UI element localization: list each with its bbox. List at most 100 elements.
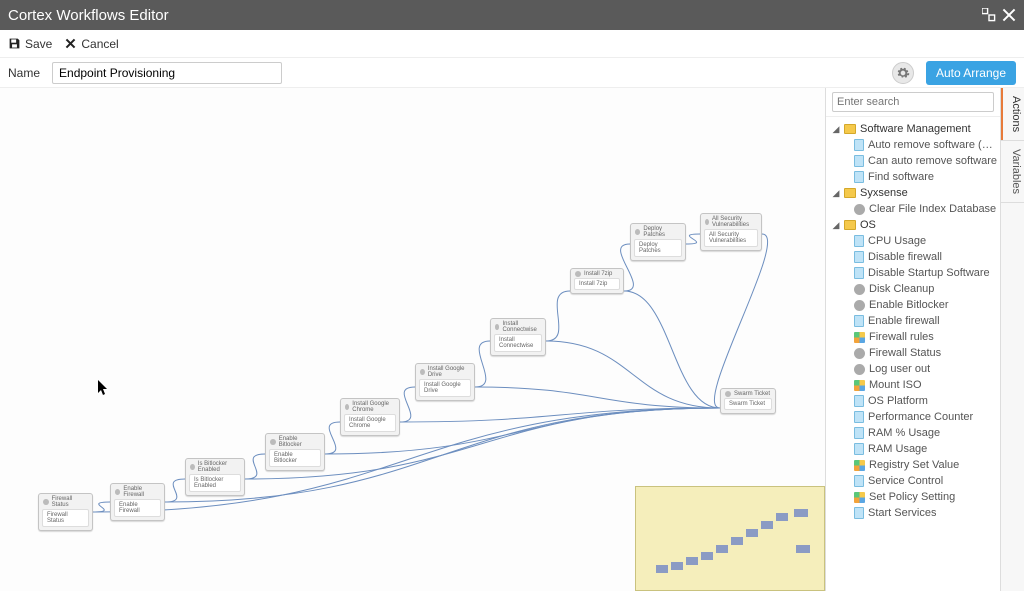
save-icon — [8, 37, 21, 50]
tree-item[interactable]: Firewall rules — [826, 329, 1000, 345]
workflow-node[interactable]: Swarm TicketSwarm Ticket — [720, 388, 776, 414]
workflow-edge — [400, 408, 720, 422]
workflow-edge — [93, 502, 110, 512]
page-icon — [854, 443, 864, 455]
save-button[interactable]: Save — [8, 37, 52, 51]
tree-item-label: Disable Startup Software — [868, 267, 990, 279]
tree-item-label: RAM Usage — [868, 443, 927, 455]
node-body: Install Google Drive — [419, 379, 471, 397]
page-icon — [854, 235, 864, 247]
minimap-node — [731, 537, 743, 545]
minimap-node — [671, 562, 683, 570]
node-icon — [345, 404, 349, 410]
workflow-node[interactable]: Install 7zipInstall 7zip — [570, 268, 624, 294]
cancel-button[interactable]: Cancel — [64, 37, 118, 51]
cursor-icon — [98, 380, 110, 396]
workflow-node[interactable]: Enable BitlockerEnable Bitlocker — [265, 433, 325, 471]
tree-item[interactable]: Mount ISO — [826, 377, 1000, 393]
auto-arrange-button[interactable]: Auto Arrange — [926, 61, 1016, 85]
tree-item[interactable]: Service Control — [826, 473, 1000, 489]
workflow-node[interactable]: Install ConnectwiseInstall Connectwise — [490, 318, 546, 356]
tree-item[interactable]: RAM Usage — [826, 441, 1000, 457]
page-icon — [854, 267, 864, 279]
workflow-node[interactable]: Enable FirewallEnable Firewall — [110, 483, 165, 521]
workflow-edge — [475, 387, 720, 408]
workflow-node[interactable]: Install Google ChromeInstall Google Chro… — [340, 398, 400, 436]
workflow-canvas[interactable]: Firewall StatusFirewall Status Enable Fir… — [0, 88, 825, 591]
tree-item[interactable]: Find software — [826, 169, 1000, 185]
node-icon — [270, 439, 276, 445]
node-title: Deploy Patches — [643, 226, 681, 238]
minimap[interactable] — [635, 486, 825, 591]
tree-item-label: Clear File Index Database — [869, 203, 996, 215]
window-close-icon[interactable] — [1002, 8, 1016, 22]
tree-item-label: Set Policy Setting — [869, 491, 955, 503]
tab-variables[interactable]: Variables — [1001, 141, 1024, 203]
tree-item-label: Service Control — [868, 475, 943, 487]
workflow-node[interactable]: Firewall StatusFirewall Status — [38, 493, 93, 531]
node-body: Install 7zip — [574, 278, 620, 290]
caret-icon: ◢ — [832, 220, 840, 231]
tree-item-label: Performance Counter — [868, 411, 973, 423]
tree-folder[interactable]: ◢OS — [826, 217, 1000, 233]
tree-item[interactable]: Enable firewall — [826, 313, 1000, 329]
tree-item-label: Disable firewall — [868, 251, 942, 263]
tree-folder[interactable]: ◢Software Management — [826, 121, 1000, 137]
minimap-node — [794, 509, 808, 517]
tree-item[interactable]: RAM % Usage — [826, 425, 1000, 441]
tree-item[interactable]: Log user out — [826, 361, 1000, 377]
workflow-node[interactable]: Is Bitlocker EnabledIs Bitlocker Enabled — [185, 458, 245, 496]
page-icon — [854, 507, 864, 519]
tree-item[interactable]: Start Services — [826, 505, 1000, 521]
tree-item[interactable]: Clear File Index Database — [826, 201, 1000, 217]
node-title: Install Google Chrome — [352, 401, 395, 413]
workflow-edge — [400, 387, 415, 422]
tree-item[interactable]: Firewall Status — [826, 345, 1000, 361]
node-icon — [705, 219, 709, 225]
workflow-edge — [686, 234, 700, 244]
tree-item[interactable]: Set Policy Setting — [826, 489, 1000, 505]
node-body: Swarm Ticket — [724, 398, 772, 410]
window-maximize-icon[interactable] — [982, 8, 996, 22]
page-icon — [854, 427, 864, 439]
workflow-node[interactable]: Install Google DriveInstall Google Drive — [415, 363, 475, 401]
tree-item[interactable]: Disk Cleanup — [826, 281, 1000, 297]
node-title: Install Connectwise — [502, 321, 541, 333]
workflow-node[interactable]: Deploy PatchesDeploy Patches — [630, 223, 686, 261]
name-label: Name — [8, 66, 40, 80]
tab-actions[interactable]: Actions — [1001, 88, 1024, 141]
tree-item[interactable]: Disable Startup Software — [826, 265, 1000, 281]
settings-button[interactable] — [892, 62, 914, 84]
search-input[interactable] — [832, 92, 994, 112]
node-title: Is Bitlocker Enabled — [198, 461, 240, 473]
grid-icon — [854, 380, 865, 391]
tree-item[interactable]: Disable firewall — [826, 249, 1000, 265]
workflow-name-input[interactable] — [52, 62, 282, 84]
workflow-edge — [245, 454, 265, 479]
workflow-node[interactable]: All Security VulnerabilitiesAll Security… — [700, 213, 762, 251]
tree-item[interactable]: OS Platform — [826, 393, 1000, 409]
tree-item-label: Find software — [868, 171, 934, 183]
tree-item[interactable]: Can auto remove software — [826, 153, 1000, 169]
tree-item-label: Log user out — [869, 363, 930, 375]
caret-icon: ◢ — [832, 188, 840, 199]
tree-item[interactable]: Performance Counter — [826, 409, 1000, 425]
node-title: All Security Vulnerabilities — [712, 216, 757, 228]
minimap-node — [686, 557, 698, 565]
tree-folder[interactable]: ◢Syxsense — [826, 185, 1000, 201]
save-label: Save — [25, 37, 52, 51]
gear-icon — [854, 204, 865, 215]
tree-item[interactable]: Registry Set Value — [826, 457, 1000, 473]
tree-item-label: RAM % Usage — [868, 427, 940, 439]
tree-item-label: Start Services — [868, 507, 936, 519]
name-row: Name Auto Arrange — [0, 58, 1024, 88]
tree-item[interactable]: CPU Usage — [826, 233, 1000, 249]
tree-item[interactable]: Auto remove software (MSI O — [826, 137, 1000, 153]
toolbar: Save Cancel — [0, 30, 1024, 58]
actions-tree[interactable]: ◢Software ManagementAuto remove software… — [826, 117, 1000, 591]
tree-item-label: Firewall rules — [869, 331, 934, 343]
tree-folder-label: Software Management — [860, 123, 971, 135]
page-icon — [854, 155, 864, 167]
workflow-edge — [714, 234, 767, 408]
tree-item[interactable]: Enable Bitlocker — [826, 297, 1000, 313]
